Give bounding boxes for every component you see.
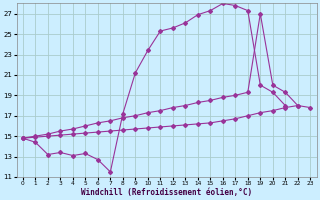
X-axis label: Windchill (Refroidissement éolien,°C): Windchill (Refroidissement éolien,°C) [81, 188, 252, 197]
